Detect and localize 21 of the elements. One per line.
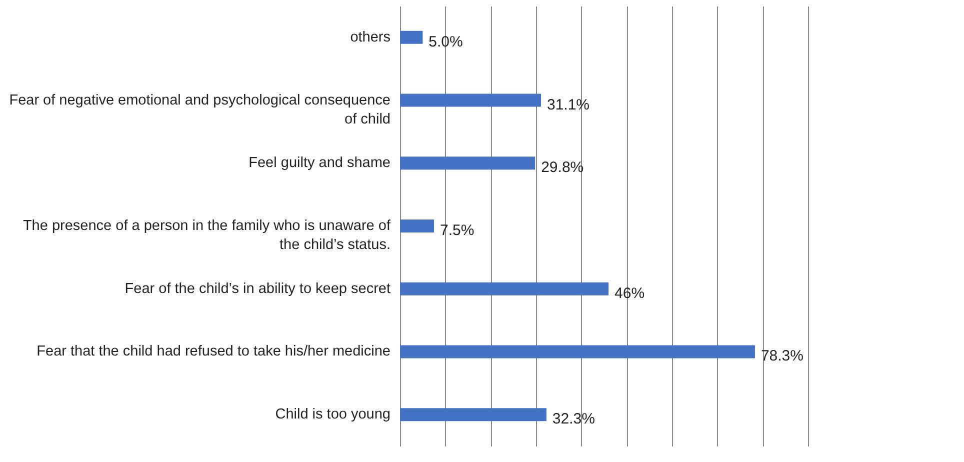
data-label: 7.5% [440, 222, 474, 239]
data-label: 5.0% [428, 33, 463, 50]
data-label: 78.3% [760, 348, 804, 365]
bar [400, 30, 423, 44]
data-label: 29.8% [541, 159, 584, 176]
y-tick-label: Fear that the child had refused to take his/her medicine [36, 344, 390, 360]
y-tick-label: others [350, 29, 390, 46]
y-tick-label: Fear of the child’s in ability to keep secret [124, 280, 390, 297]
data-label: 31.1% [546, 96, 590, 114]
bar [400, 282, 609, 296]
y-tick-label: The presence of a person in the family who is unaware of the child’s status. [22, 218, 392, 253]
data-label: 46% [614, 284, 645, 302]
y-tick-label: Feel guilty and shame [248, 155, 390, 172]
y-tick-label: Child is too young [275, 406, 390, 423]
y-tick-label: Fear of negative emotional and psychological consequence of child [9, 92, 390, 128]
data-label: 32.3% [552, 410, 595, 428]
bar [400, 408, 546, 422]
bar [400, 94, 541, 107]
bar [400, 345, 755, 358]
bar [400, 156, 536, 170]
bar [400, 220, 434, 232]
